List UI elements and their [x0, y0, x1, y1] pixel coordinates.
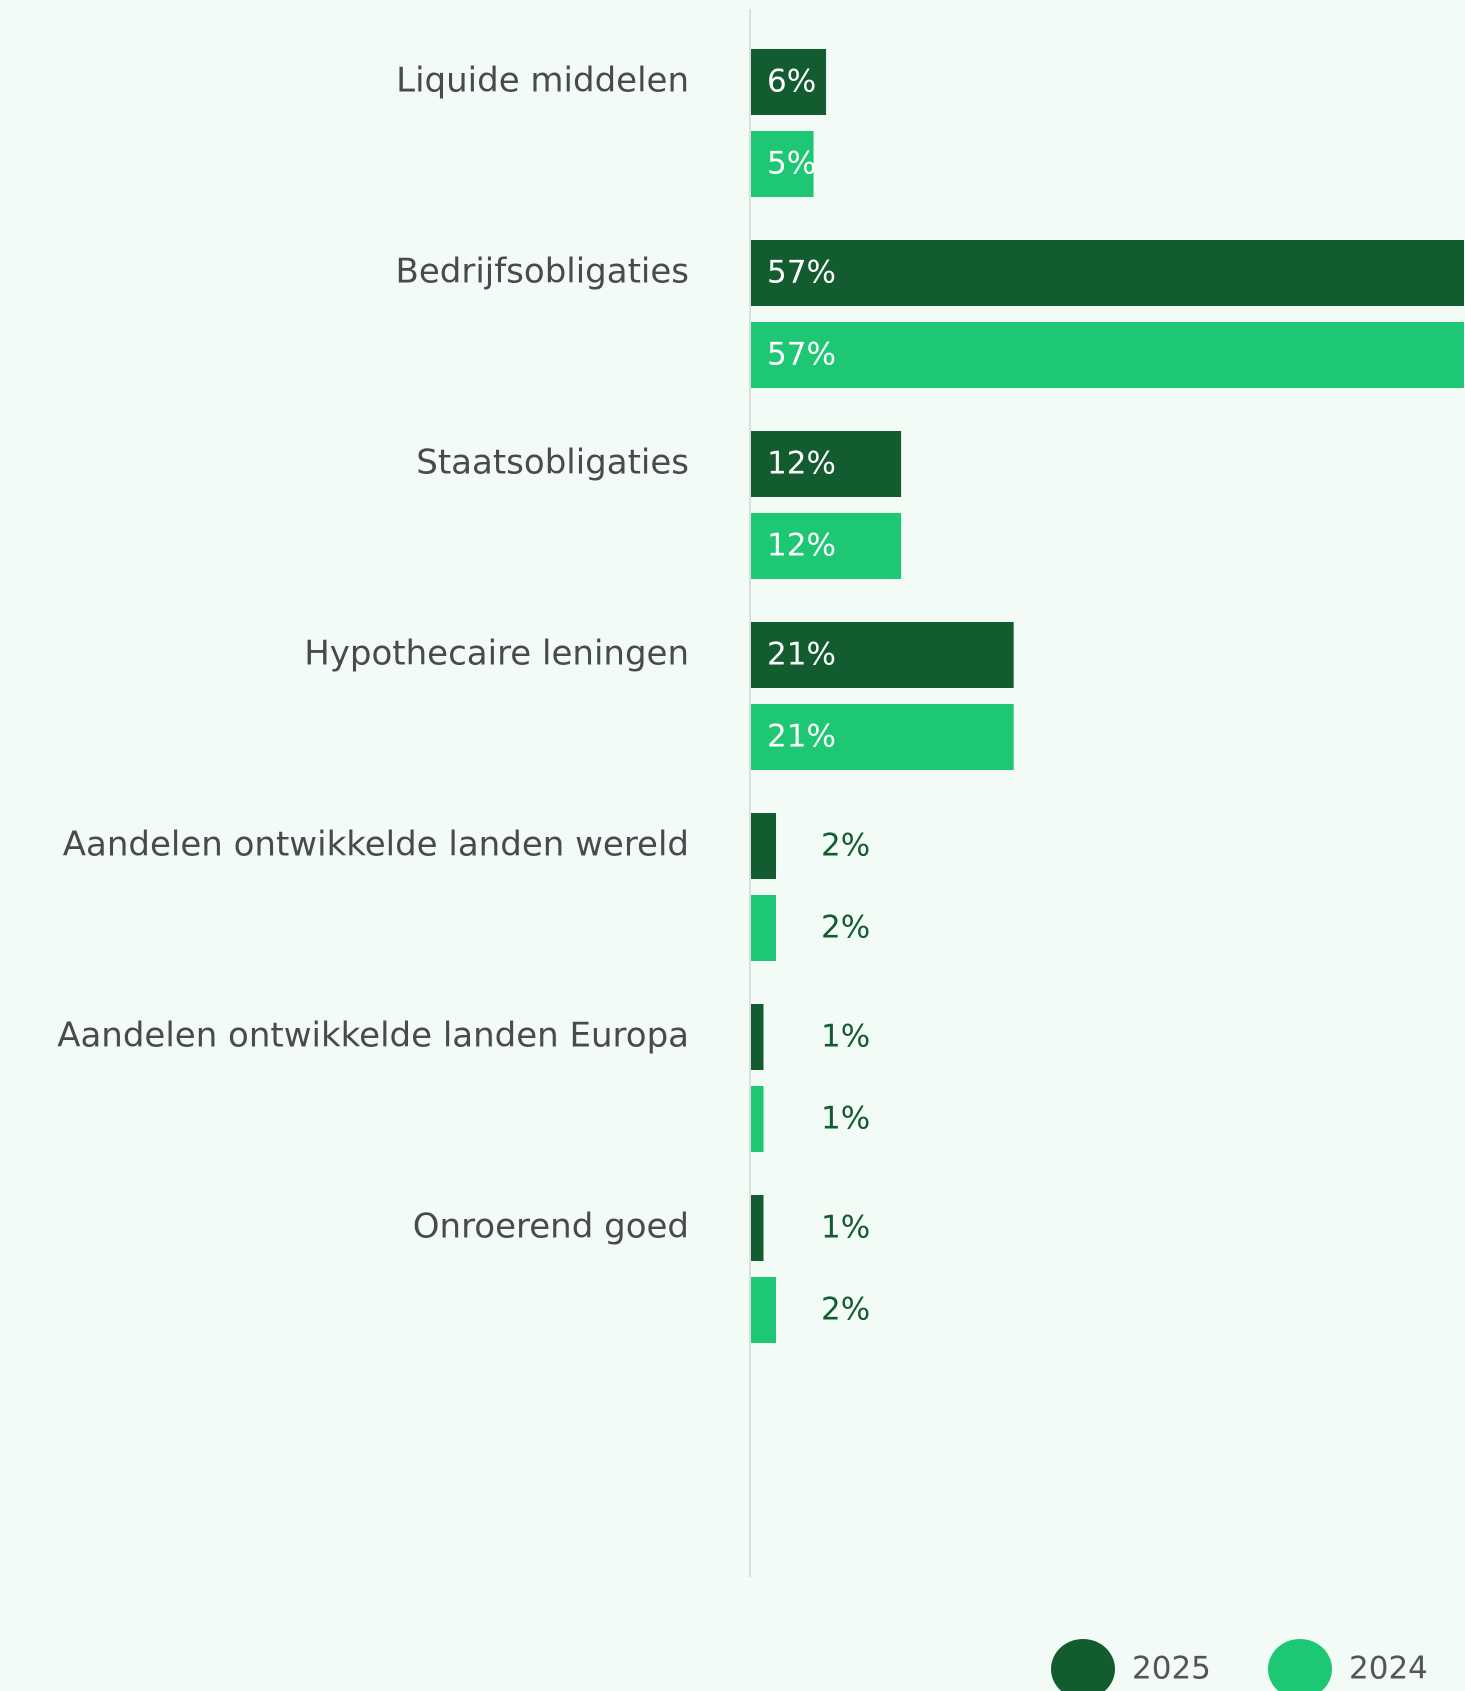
- legend-label: 2024: [1349, 1651, 1428, 1687]
- value-label: 12%: [767, 528, 836, 564]
- value-label: 1%: [821, 1101, 870, 1137]
- legend-label: 2025: [1132, 1651, 1211, 1687]
- value-label: 12%: [767, 446, 836, 482]
- value-label: 21%: [767, 719, 836, 755]
- bar: [751, 1277, 777, 1343]
- bar: [751, 131, 814, 197]
- value-label: 2%: [821, 910, 870, 946]
- bar: [751, 513, 902, 579]
- category-label: Aandelen ontwikkelde landen Europa: [57, 1016, 689, 1056]
- bar: [751, 813, 777, 879]
- value-label: 1%: [821, 1210, 870, 1246]
- bar: [751, 240, 1464, 306]
- bar: [751, 431, 902, 497]
- value-label: 6%: [767, 64, 816, 100]
- category-label: Liquide middelen: [396, 61, 689, 101]
- bar: [751, 49, 827, 115]
- value-label: 21%: [767, 637, 836, 673]
- bar: [751, 1195, 764, 1261]
- category-label: Aandelen ontwikkelde landen wereld: [63, 825, 689, 865]
- bar: [751, 622, 1014, 688]
- value-label: 57%: [767, 337, 836, 373]
- value-label: 1%: [821, 1019, 870, 1055]
- category-label: Staatsobligaties: [416, 443, 689, 483]
- legend-swatch: [1051, 1639, 1115, 1691]
- bar: [751, 704, 1014, 770]
- category-label: Onroerend goed: [413, 1207, 689, 1247]
- value-label: 57%: [767, 255, 836, 291]
- value-label: 5%: [767, 146, 816, 182]
- legend-swatch: [1268, 1639, 1332, 1691]
- bar: [751, 1004, 764, 1070]
- value-label: 2%: [821, 828, 870, 864]
- category-label: Bedrijfsobligaties: [396, 252, 689, 292]
- bar: [751, 322, 1464, 388]
- bar: [751, 895, 777, 961]
- value-label: 2%: [821, 1292, 870, 1328]
- category-label: Hypothecaire leningen: [304, 634, 689, 674]
- bar: [751, 1086, 764, 1152]
